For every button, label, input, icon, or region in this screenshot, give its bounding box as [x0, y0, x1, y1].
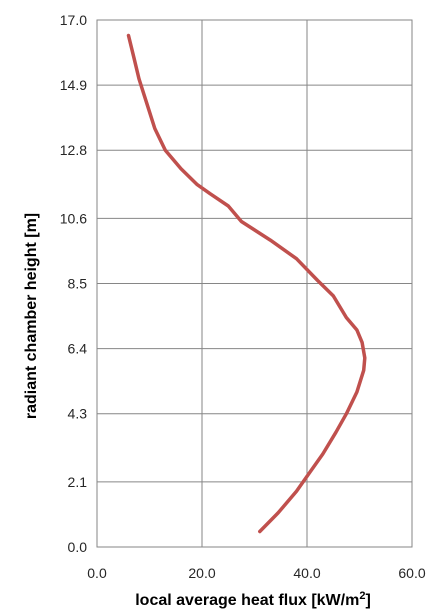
y-tick-label: 12.8	[60, 142, 87, 158]
x-tick-label: 20.0	[188, 565, 215, 581]
plot-area-border	[96, 19, 413, 548]
x-tick-label: 60.0	[398, 565, 425, 581]
y-tick-label: 8.5	[68, 276, 88, 292]
y-axis-tick-labels: 0.0 2.1 4.3 6.4 8.5 10.6 12.8 14.9 17.0	[60, 12, 87, 555]
x-axis-title-superscript: 2	[359, 590, 365, 602]
y-axis-title: radiant chamber height [m]	[23, 213, 40, 419]
y-tick-label: 2.1	[68, 474, 88, 490]
x-axis-title: local average heat flux [kW/m2]	[135, 590, 371, 609]
y-tick-label: 14.9	[60, 77, 87, 93]
y-tick-label: 0.0	[68, 539, 88, 555]
y-tick-label: 6.4	[68, 341, 88, 357]
x-tick-label: 40.0	[293, 565, 320, 581]
x-axis-title-suffix: ]	[365, 592, 370, 609]
y-tick-label: 10.6	[60, 210, 87, 226]
y-tick-label: 17.0	[60, 12, 87, 28]
series-line	[126, 33, 367, 534]
series-layer	[126, 33, 367, 534]
x-axis-title-main: local average heat flux [kW/m	[135, 592, 359, 609]
y-tick-label: 4.3	[68, 406, 88, 422]
x-axis-tick-labels: 0.0 20.0 40.0 60.0	[87, 565, 426, 581]
x-tick-label: 0.0	[87, 565, 107, 581]
